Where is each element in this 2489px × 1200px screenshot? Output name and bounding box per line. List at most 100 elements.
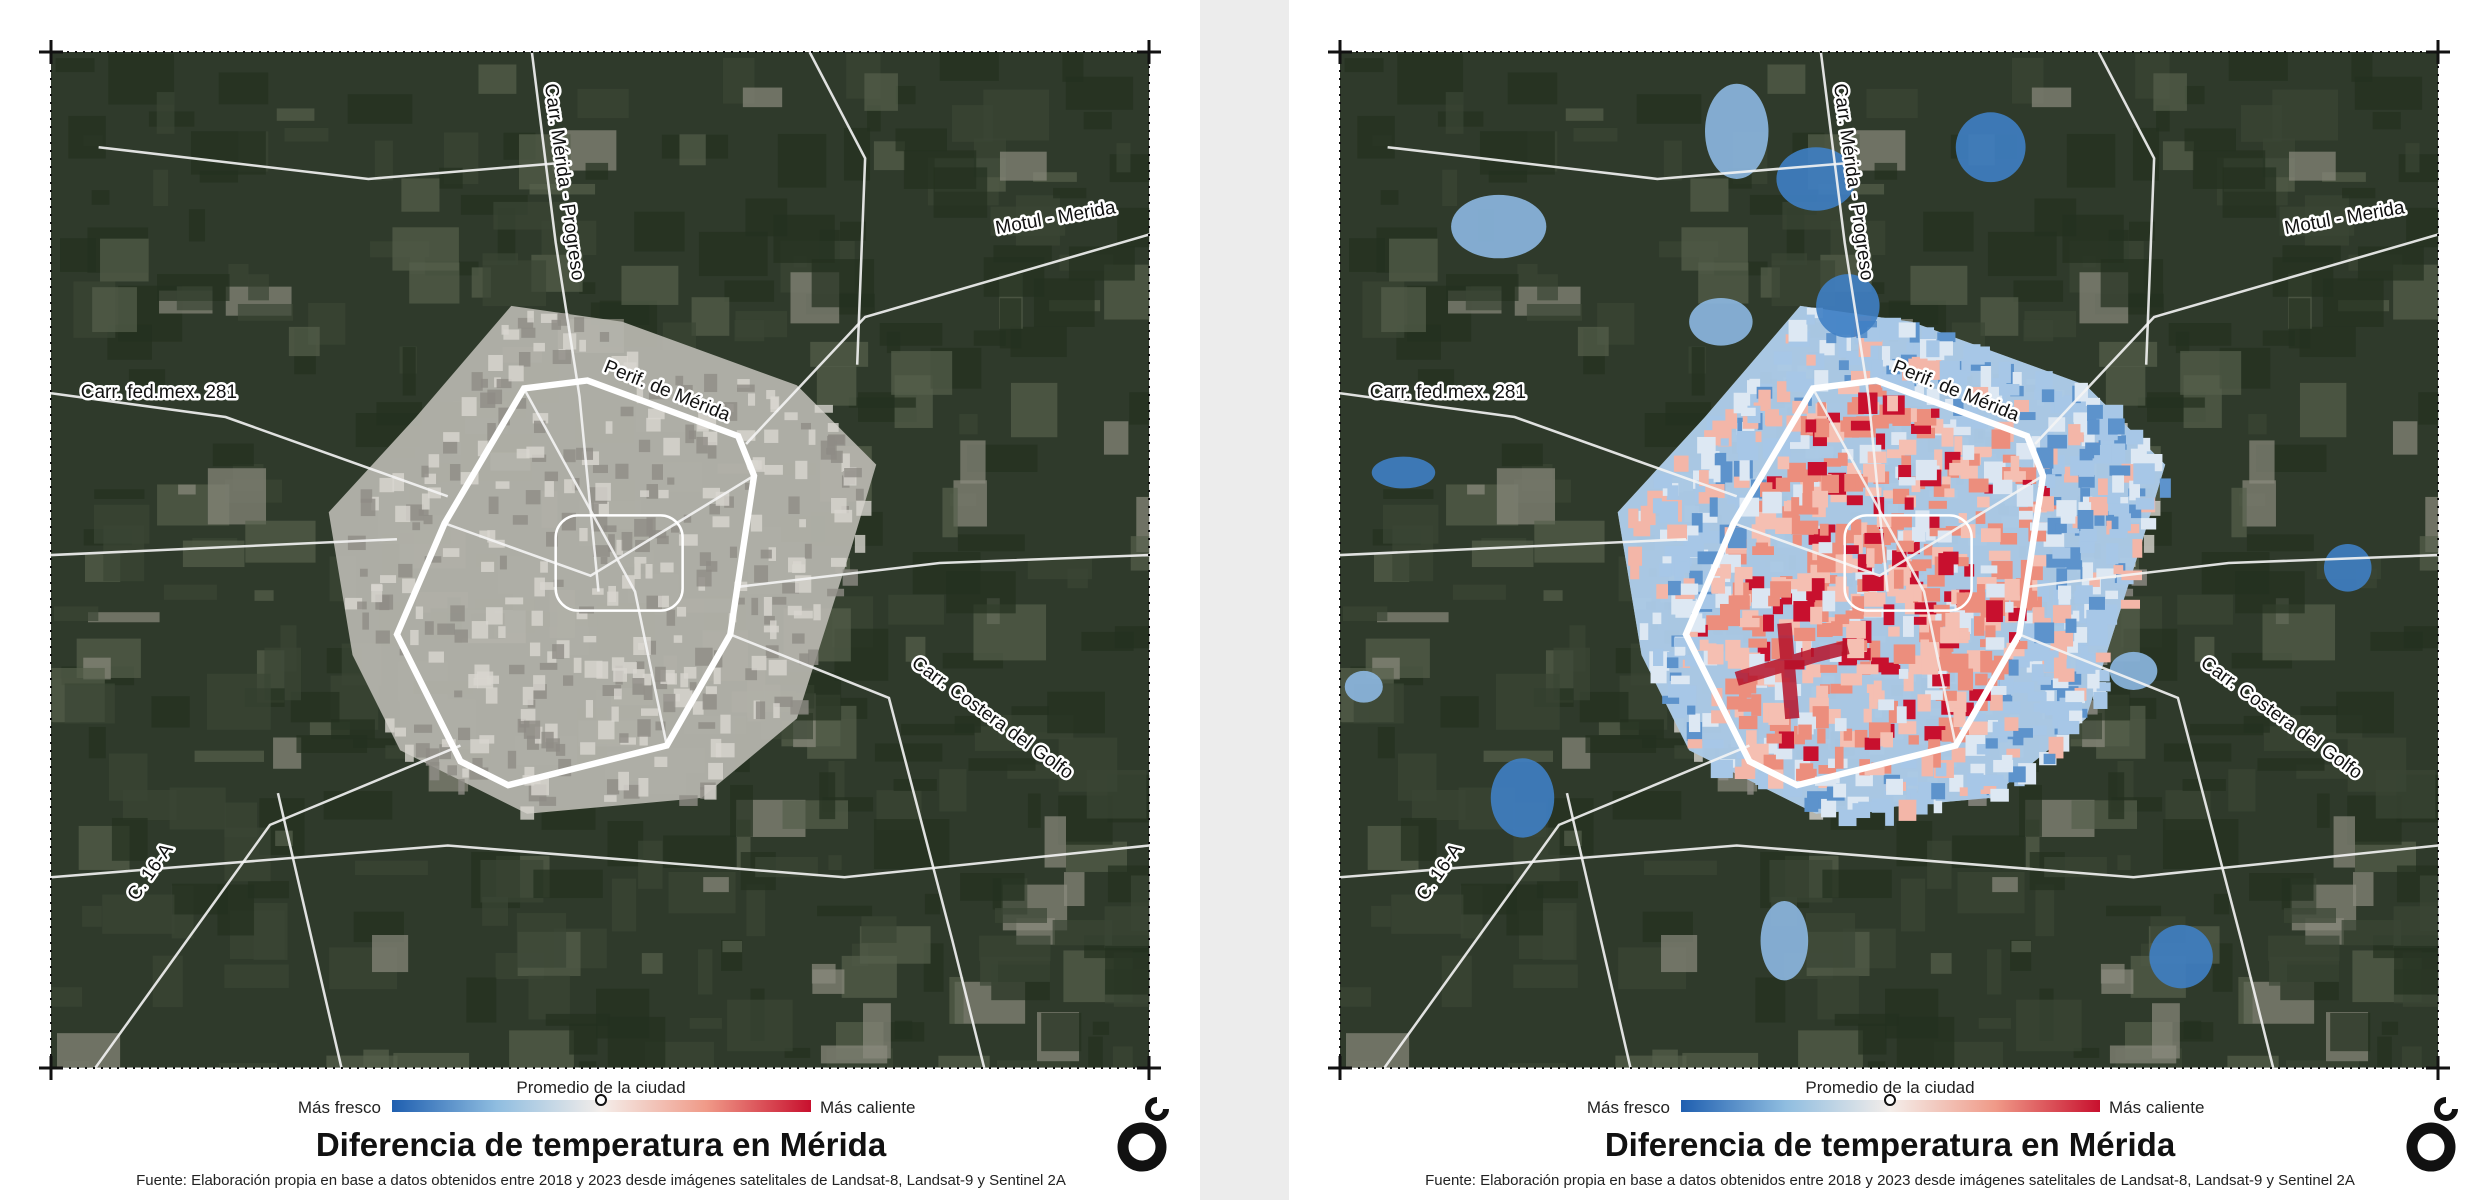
terrain-patch — [1513, 964, 1578, 988]
urban-block — [763, 596, 772, 616]
urban-block — [696, 421, 709, 432]
terrain-patch — [55, 58, 95, 73]
temperature-cell — [1710, 759, 1733, 779]
temperature-cell — [1908, 735, 1919, 745]
temperature-cell — [1935, 341, 1953, 356]
urban-block — [713, 667, 721, 685]
terrain-patch — [169, 787, 226, 830]
temperature-cell — [1628, 508, 1639, 529]
cool-patch — [1371, 456, 1436, 489]
terrain-patch — [199, 170, 239, 183]
urban-block — [750, 514, 763, 532]
ring-road — [393, 377, 758, 789]
temperature-cell — [1861, 620, 1872, 643]
urban-block — [646, 517, 656, 536]
temperature-cell — [1736, 681, 1757, 694]
temperature-cell — [1656, 584, 1669, 599]
terrain-patch — [217, 884, 255, 936]
road — [1383, 744, 1750, 1068]
temperature-cell — [1933, 604, 1950, 613]
temperature-cell — [1903, 530, 1915, 543]
terrain-patch — [1507, 1063, 1567, 1068]
temperature-cell — [2040, 701, 2062, 714]
road — [808, 52, 867, 365]
terrain-patch — [1349, 238, 1385, 272]
urban-block — [685, 424, 695, 444]
temperature-cell — [2132, 539, 2143, 558]
terrain-patch — [1900, 878, 1926, 932]
temperature-cell — [1777, 456, 1790, 470]
terrain-patch — [1380, 190, 1399, 205]
temperature-cell — [1914, 383, 1925, 397]
temperature-cell — [1908, 358, 1928, 375]
urban-block — [702, 487, 721, 499]
urban-block — [540, 582, 557, 590]
temperature-cell — [1739, 617, 1760, 628]
urban-block — [574, 317, 585, 333]
temperature-cell — [2120, 599, 2141, 609]
urban-block — [715, 743, 735, 758]
temperature-cell — [1887, 395, 1898, 412]
terrain-patch — [840, 221, 867, 241]
terrain-patch — [864, 73, 898, 111]
urban-block — [678, 534, 698, 546]
temperature-cell — [1763, 614, 1774, 632]
terrain-patch — [742, 87, 783, 108]
urban-block — [808, 649, 819, 665]
terrain-patch — [402, 347, 416, 396]
temperature-cell — [1921, 327, 1935, 343]
temperature-cell — [1822, 590, 1836, 612]
urban-block — [712, 516, 730, 528]
terrain-patch — [528, 975, 570, 1020]
terrain-patch — [2304, 195, 2349, 246]
urban-block — [421, 493, 430, 510]
urban-block — [642, 673, 652, 686]
terrain-patch — [1755, 977, 1786, 1023]
terrain-patch — [698, 949, 713, 995]
urban-block — [704, 373, 718, 393]
temperature-cell — [1951, 589, 1960, 605]
temperature-cell — [1793, 526, 1814, 535]
terrain-patch — [2248, 414, 2267, 435]
temperature-cell — [1902, 616, 1914, 637]
terrain-patch — [1682, 1052, 1759, 1068]
terrain-patch — [1496, 468, 1556, 525]
temperature-cell — [1869, 640, 1881, 662]
terrain-patch — [1068, 246, 1135, 281]
terrain-patch — [2262, 330, 2295, 346]
temperature-cell — [1806, 307, 1823, 319]
terrain-patch — [355, 860, 428, 876]
temperature-cell — [1912, 559, 1932, 569]
terrain-patch — [1615, 1055, 1687, 1068]
terrain-patch — [1798, 1030, 1863, 1068]
urban-block — [592, 545, 610, 557]
temperature-cell — [2052, 547, 2071, 559]
urban-block — [533, 420, 546, 434]
terrain-patch — [2263, 726, 2316, 751]
urban-block — [651, 464, 664, 480]
temperature-cell — [2074, 627, 2088, 643]
urban-block — [634, 556, 647, 564]
terrain-patch — [1585, 735, 1657, 753]
temperature-cell — [1893, 569, 1904, 589]
temperature-cell — [1926, 340, 1940, 358]
terrain-patch — [903, 150, 977, 189]
terrain-patch — [2073, 1047, 2100, 1058]
terrain-patch — [64, 683, 115, 724]
urban-block — [607, 591, 619, 606]
temperature-cell — [1904, 497, 1914, 510]
terrain-patch — [178, 484, 196, 495]
temperature-cell — [2080, 528, 2097, 542]
terrain-patch — [979, 935, 1051, 961]
terrain-patch — [1440, 696, 1479, 728]
temperature-cell — [1773, 748, 1793, 760]
temperature-cell — [1802, 473, 1819, 483]
terrain-patch — [2023, 319, 2054, 342]
temperature-cell — [1697, 436, 1716, 454]
terrain-patch — [1062, 53, 1084, 82]
terrain-patch — [1342, 606, 1388, 622]
urban-block — [774, 696, 793, 707]
temperature-cell — [2040, 680, 2061, 691]
temperature-cell — [1720, 603, 1741, 627]
